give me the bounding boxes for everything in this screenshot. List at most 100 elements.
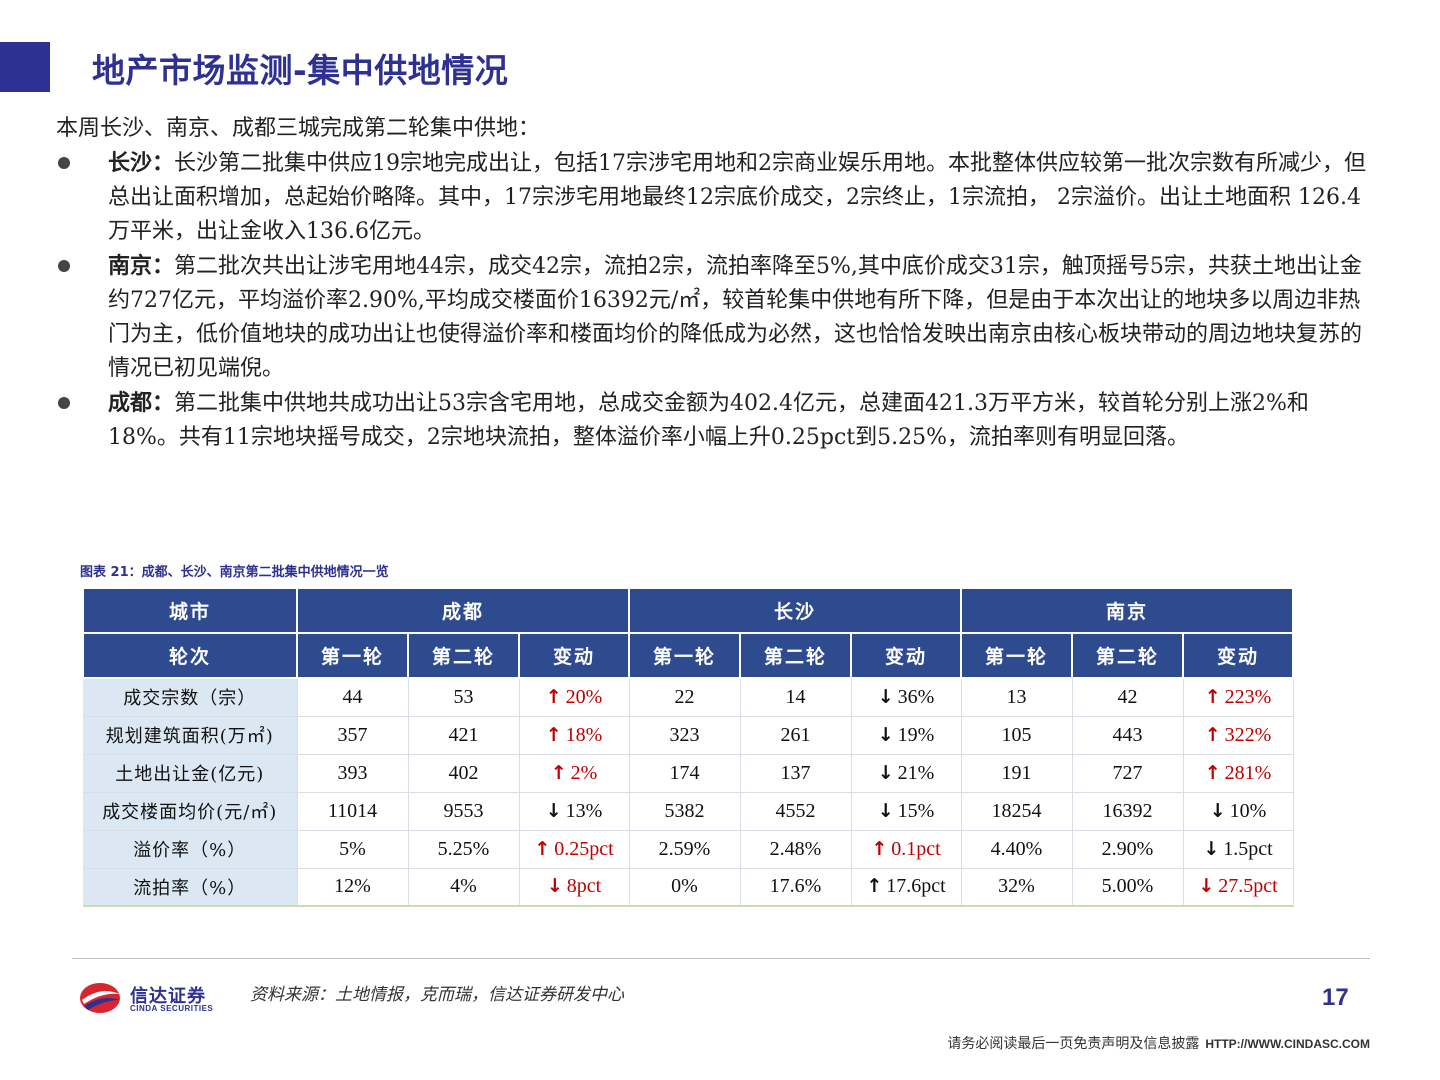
value-cell: 11014 xyxy=(297,792,409,831)
header-round-second: 第二轮 xyxy=(739,632,852,679)
header-round-change: 变动 xyxy=(850,632,962,679)
change-cell: ↑ 322% xyxy=(1183,716,1294,755)
change-cell: ↑ 18% xyxy=(519,716,630,755)
header-city-chengdu: 成都 xyxy=(296,587,630,634)
arrow-down-icon: ↓ xyxy=(1198,875,1215,898)
change-cell: ↓ 8pct xyxy=(519,868,630,907)
page-number: 17 xyxy=(1322,984,1349,1011)
bullet-dot-icon xyxy=(58,397,70,409)
logo-swirl-icon xyxy=(80,983,120,1013)
change-cell: ↓ 15% xyxy=(851,792,962,831)
arrow-up-icon: ↑ xyxy=(534,837,551,860)
change-value: 19% xyxy=(897,723,935,746)
arrow-down-icon: ↓ xyxy=(877,761,894,784)
disclaimer-text: 请务必阅读最后一页免责声明及信息披露 xyxy=(947,1036,1200,1052)
bullet-nanjing: 南京：第二批次共出让涉宅用地44宗，成交42宗，流拍2宗，流拍率降至5%,其中底… xyxy=(56,249,1376,386)
change-cell: ↑ 20% xyxy=(519,678,630,717)
change-value: 322% xyxy=(1224,723,1272,746)
value-cell: 22 xyxy=(629,678,741,717)
value-cell: 5% xyxy=(297,830,409,869)
change-value: 2% xyxy=(570,761,598,784)
value-cell: 2.90% xyxy=(1072,830,1184,869)
bullet-dot-icon xyxy=(58,260,70,272)
value-cell: 137 xyxy=(740,754,852,793)
title-accent-block xyxy=(0,42,50,92)
row-label: 成交楼面均价(元/㎡) xyxy=(83,792,298,831)
row-label: 规划建筑面积(万㎡) xyxy=(83,716,298,755)
change-value: 1.5pct xyxy=(1223,837,1273,860)
arrow-up-icon: ↑ xyxy=(871,837,888,860)
value-cell: 0% xyxy=(629,868,741,907)
row-label: 流拍率（%） xyxy=(83,868,298,907)
value-cell: 4.40% xyxy=(961,830,1073,869)
change-value: 0.1pct xyxy=(891,837,941,860)
bullet-lead: 成都： xyxy=(108,390,175,416)
value-cell: 191 xyxy=(961,754,1073,793)
arrow-up-icon: ↑ xyxy=(545,723,562,746)
change-cell: ↓ 10% xyxy=(1183,792,1294,831)
value-cell: 17.6% xyxy=(740,868,852,907)
bullet-text: 长沙第二批集中供应19宗地完成出让，包括17宗涉宅用地和2宗商业娱乐用地。本批整… xyxy=(108,151,1367,244)
value-cell: 421 xyxy=(408,716,520,755)
header-city-changsha: 长沙 xyxy=(628,587,962,634)
arrow-up-icon: ↑ xyxy=(1204,723,1221,746)
value-cell: 4% xyxy=(408,868,520,907)
bullet-changsha: 长沙：长沙第二批集中供应19宗地完成出让，包括17宗涉宅用地和2宗商业娱乐用地。… xyxy=(56,146,1376,249)
value-cell: 42 xyxy=(1072,678,1184,717)
value-cell: 2.59% xyxy=(629,830,741,869)
value-cell: 13 xyxy=(961,678,1073,717)
header-city-nanjing: 南京 xyxy=(960,587,1294,634)
arrow-down-icon: ↓ xyxy=(877,723,894,746)
value-cell: 393 xyxy=(297,754,409,793)
table-row: 成交楼面均价(元/㎡) 11014 9553 ↓ 13% 5382 4552 ↓ 15% 1825… xyxy=(83,792,1294,831)
arrow-up-icon: ↑ xyxy=(550,761,567,784)
row-label: 土地出让金(亿元) xyxy=(83,754,298,793)
change-value: 36% xyxy=(897,685,935,708)
footer-divider xyxy=(72,958,1370,959)
change-cell: ↑ 0.1pct xyxy=(851,830,962,869)
arrow-down-icon: ↓ xyxy=(546,875,563,898)
header-round-first: 第一轮 xyxy=(296,632,409,679)
value-cell: 53 xyxy=(408,678,520,717)
bullet-text: 第二批集中供地共成功出让53宗含宅用地，总成交金额为402.4亿元，总建面421… xyxy=(108,391,1309,450)
change-value: 21% xyxy=(897,761,935,784)
value-cell: 357 xyxy=(297,716,409,755)
change-value: 8pct xyxy=(566,875,602,898)
value-cell: 44 xyxy=(297,678,409,717)
logo-text-cn: 信达证券 xyxy=(130,986,206,1007)
table-row: 土地出让金(亿元) 393 402 ↑ 2% 174 137 ↓ 21% 191 727 ↑ 281% xyxy=(83,754,1294,793)
table-row: 成交宗数（宗） 44 53 ↑ 20% 22 14 ↓ 36% 13 42 ↑ 223% xyxy=(83,678,1294,717)
bullet-lead: 长沙： xyxy=(108,150,175,176)
arrow-up-icon: ↑ xyxy=(866,875,883,898)
change-cell: ↑ 281% xyxy=(1183,754,1294,793)
logo-text-en: CINDA SECURITIES xyxy=(130,1004,214,1013)
bullet-lead: 南京： xyxy=(108,253,175,279)
body-text: 本周长沙、南京、成都三城完成第二轮集中供地： 长沙：长沙第二批集中供应19宗地完… xyxy=(56,112,1376,455)
website-link[interactable]: HTTP://WWW.CINDASC.COM xyxy=(1205,1037,1370,1051)
change-value: 27.5pct xyxy=(1218,875,1278,898)
source-note: 资料来源：土地情报，克而瑞，信达证券研发中心 xyxy=(250,985,624,1005)
change-value: 13% xyxy=(565,799,603,822)
arrow-down-icon: ↓ xyxy=(545,799,562,822)
company-logo: 信达证券 CINDA SECURITIES xyxy=(78,980,218,1016)
change-cell: ↑ 223% xyxy=(1183,678,1294,717)
bullet-text: 第二批次共出让涉宅用地44宗，成交42宗，流拍2宗，流拍率降至5%,其中底价成交… xyxy=(108,254,1363,381)
arrow-down-icon: ↓ xyxy=(877,799,894,822)
header-round-second: 第二轮 xyxy=(1071,632,1184,679)
value-cell: 9553 xyxy=(408,792,520,831)
arrow-down-icon: ↓ xyxy=(1203,837,1220,860)
header-round-first: 第一轮 xyxy=(960,632,1073,679)
arrow-down-icon: ↓ xyxy=(1209,799,1226,822)
change-cell: ↓ 36% xyxy=(851,678,962,717)
value-cell: 727 xyxy=(1072,754,1184,793)
value-cell: 5382 xyxy=(629,792,741,831)
value-cell: 261 xyxy=(740,716,852,755)
table-header-row-city: 城市 成都 长沙 南京 xyxy=(82,587,1294,634)
change-value: 20% xyxy=(565,685,603,708)
value-cell: 2.48% xyxy=(740,830,852,869)
table-row: 溢价率（%） 5% 5.25% ↑ 0.25pct 2.59% 2.48% ↑ 0.1pct 4.… xyxy=(83,830,1294,869)
header-round-first: 第一轮 xyxy=(628,632,741,679)
header-round-change: 变动 xyxy=(518,632,630,679)
value-cell: 5.00% xyxy=(1072,868,1184,907)
arrow-up-icon: ↑ xyxy=(1204,685,1221,708)
